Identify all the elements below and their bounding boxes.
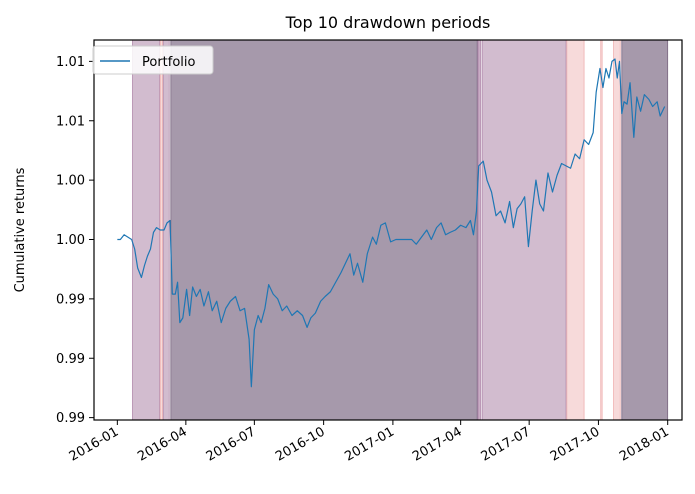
x-tick-label: 2017-04 [410,424,465,464]
y-axis: 0.99 0.99 0.99 1.00 1.00 1.01 1.01 [56,55,94,426]
drawdown-region-7 [566,39,585,421]
legend-label: Portfolio [142,55,196,70]
drawdown-region-9 [613,39,621,421]
drawdown-region-6 [482,39,567,421]
x-tick-label: 2016-01 [67,424,122,464]
y-tick-label: 0.99 [56,292,85,307]
y-tick-label: 0.99 [56,352,85,367]
y-tick-label: 1.01 [56,55,85,70]
x-axis: 2016-01 2016-04 2016-07 2016-10 2017-01 2017-… [67,420,672,465]
x-tick-label: 2016-07 [204,424,259,464]
legend: Portfolio [92,45,214,75]
x-tick-label: 2017-07 [479,424,534,464]
y-axis-label: Cumulative returns [13,167,28,292]
y-tick-label: 0.99 [56,411,85,426]
x-tick-label: 2016-10 [273,424,328,464]
drawdown-region-5 [477,39,482,421]
x-tick-label: 2016-04 [135,424,190,464]
drawdown-regions [131,39,669,421]
series-line-portfolio [117,58,666,388]
x-tick-label: 2018-01 [617,424,672,464]
x-tick-label: 2017-01 [342,424,397,464]
drawdown-region-10 [621,39,669,421]
y-tick-label: 1.00 [56,174,85,189]
x-tick-label: 2017-10 [548,424,603,464]
chart-title: Top 10 drawdown periods [285,13,491,32]
drawdown-region-8 [600,39,603,421]
y-tick-label: 1.01 [56,114,85,129]
y-tick-label: 1.00 [56,233,85,248]
legend-box [92,45,214,75]
drawdown-region-4 [170,39,478,421]
axes-frame [93,39,683,421]
series-layer [117,58,666,388]
